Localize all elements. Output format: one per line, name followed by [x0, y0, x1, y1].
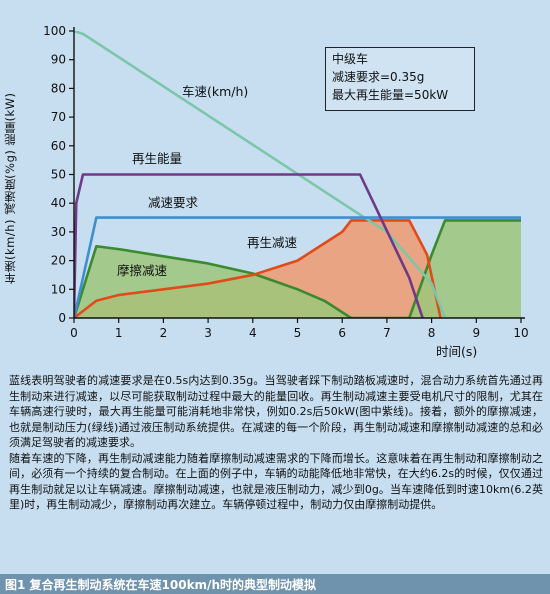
y-tick-label: 30 [51, 225, 66, 239]
series-line-4 [74, 219, 521, 318]
annotation-speed: 车速(km/h) [182, 84, 248, 99]
annotation-decel-demand: 减速要求 [148, 195, 199, 210]
annotation-friction-decel: 摩擦减速 [117, 263, 168, 278]
y-tick-label: 40 [51, 196, 66, 210]
caption-bar: 图1 复合再生制动系统在车速100km/h时的典型制动模拟 [0, 574, 550, 594]
description-paragraph-1: 蓝线表明驾驶者的减速要求是在0.5s内达到0.35g。当驾驶者踩下制动踏板减速时… [9, 374, 543, 449]
y-tick-label: 20 [51, 254, 66, 268]
x-tick-label: 5 [294, 326, 302, 340]
x-tick-label: 6 [338, 326, 346, 340]
y-tick-label: 100 [43, 24, 66, 38]
y-tick-label: 50 [51, 168, 66, 182]
x-tick-label: 1 [115, 326, 123, 340]
x-tick-label: 10 [513, 326, 528, 340]
info-box-energy: 最大再生能量=50kW [332, 88, 449, 102]
y-tick-label: 70 [51, 110, 66, 124]
info-box-decel: 减速要求=0.35g [332, 70, 425, 84]
description-paragraph-2: 随着车速的下降，再生制动减速能力随着摩擦制动减速需求的下降而增长。这意味着在再生… [9, 451, 543, 512]
braking-chart: 0 10 20 30 40 50 60 70 80 90 100 0 1 2 3 4 5 6 7 8 9 10 车速(km… [43, 24, 529, 359]
y-tick-label: 80 [51, 81, 66, 95]
series-line-3 [74, 219, 442, 318]
info-box-title: 中级车 [332, 52, 369, 66]
y-tick-label: 60 [51, 139, 66, 153]
x-tick-label: 4 [249, 326, 257, 340]
x-tick-label: 8 [428, 326, 436, 340]
series-line-1 [74, 173, 424, 318]
x-tick-label: 2 [160, 326, 168, 340]
series-area-4 [74, 220, 521, 318]
series-line-0 [74, 31, 447, 318]
x-tick-label: 9 [472, 326, 480, 340]
y-tick-label: 0 [58, 311, 66, 325]
x-tick-label: 0 [70, 326, 78, 340]
x-tick-label: 7 [383, 326, 391, 340]
y-tick-label: 10 [51, 282, 66, 296]
y-tick-label: 90 [51, 53, 66, 67]
figure-caption: 图1 复合再生制动系统在车速100km/h时的典型制动模拟 [5, 578, 316, 592]
x-axis-label: 时间(s) [436, 344, 477, 359]
description: 蓝线表明驾驶者的减速要求是在0.5s内达到0.35g。当驾驶者踩下制动踏板减速时… [9, 373, 543, 513]
info-box: 中级车 减速要求=0.35g 最大再生能量=50kW [325, 47, 475, 111]
annotation-regen-decel: 再生减速 [247, 235, 298, 250]
x-tick-label: 3 [204, 326, 212, 340]
y-axis-label: 车速(km/h) 减速度(%g) 能量(kW) [3, 92, 17, 284]
annotation-regen-energy: 再生能量 [132, 151, 182, 166]
